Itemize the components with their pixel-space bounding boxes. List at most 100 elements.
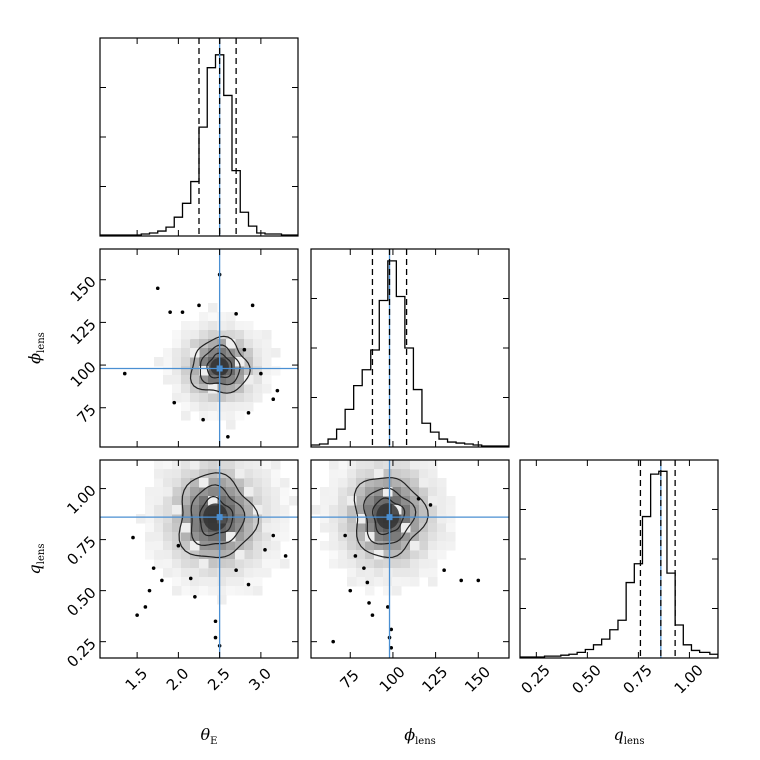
- joint-phi_lens-q_lens: 75 100 125 150: [310, 459, 510, 696]
- density-cell: [226, 568, 236, 578]
- density-cell: [181, 496, 191, 506]
- density-cell: [199, 577, 209, 587]
- density-cell: [338, 505, 348, 515]
- density-cell: [365, 505, 375, 515]
- density-cell: [253, 357, 263, 367]
- density-cell: [217, 559, 227, 569]
- density-cell: [226, 460, 236, 470]
- outlier-point: [442, 568, 446, 573]
- density-cell: [262, 339, 272, 349]
- density-cell-faint: [190, 541, 200, 551]
- density-cell: [365, 550, 375, 560]
- density-cell: [262, 469, 272, 479]
- density-cell: [374, 532, 384, 542]
- density-cell: [190, 496, 200, 506]
- density-cell: [172, 568, 182, 578]
- density-cell: [374, 523, 384, 533]
- y-tick-label-phi_lens: 125: [67, 315, 100, 348]
- density-cell: [280, 514, 290, 524]
- density-cell: [356, 523, 366, 533]
- density-cell: [428, 460, 438, 470]
- density-cell: [172, 330, 182, 340]
- density-cell: [244, 366, 254, 376]
- density-cell-faint: [199, 366, 209, 376]
- density-cell-faint: [181, 330, 191, 340]
- density-cell: [172, 384, 182, 394]
- density-cell: [172, 478, 182, 488]
- density-cell: [226, 384, 236, 394]
- density-cell: [190, 384, 200, 394]
- density-cell: [226, 469, 236, 479]
- outlier-point: [234, 312, 238, 316]
- density-cell: [199, 496, 209, 506]
- density-cell: [199, 586, 209, 596]
- density-cell-faint: [226, 420, 236, 430]
- outlier-point: [428, 503, 433, 507]
- outlier-point: [263, 548, 267, 552]
- density-cell: [235, 568, 245, 578]
- density-cell: [347, 460, 357, 470]
- density-cell: [428, 487, 438, 497]
- density-cell: [190, 487, 200, 497]
- density-cell: [347, 568, 357, 578]
- x-axis-label-theta_E: θE: [201, 725, 218, 747]
- density-cell: [262, 568, 272, 578]
- density-cell: [235, 532, 245, 542]
- density-cell: [271, 514, 281, 524]
- density-cell: [208, 568, 218, 578]
- density-cell: [217, 586, 227, 596]
- histogram-theta_E: [99, 37, 299, 237]
- density-cell: [401, 514, 411, 524]
- joint-theta_E-phi_lens: 75 100 125 150: [67, 248, 299, 448]
- outlier-point: [343, 533, 347, 538]
- density-cell: [199, 339, 209, 349]
- density-cell: [190, 357, 200, 367]
- density-cell: [235, 402, 245, 412]
- density-cell: [253, 496, 263, 506]
- density-cell: [392, 478, 402, 488]
- density-cell: [199, 393, 209, 403]
- density-cell: [392, 577, 402, 587]
- density-cell-faint: [329, 541, 339, 551]
- density-cell-faint: [253, 586, 263, 596]
- density-cell: [190, 469, 200, 479]
- density-cell: [199, 312, 209, 322]
- density-cell: [374, 559, 384, 569]
- density-cell: [244, 460, 254, 470]
- density-cell: [365, 469, 375, 479]
- density-cell: [217, 312, 227, 322]
- density-cell: [190, 366, 200, 376]
- density-cell: [217, 330, 227, 340]
- density-cell: [428, 514, 438, 524]
- density-cell: [235, 505, 245, 515]
- outlier-point: [416, 496, 421, 501]
- density-cell: [437, 541, 447, 551]
- density-cell: [271, 523, 281, 533]
- density-cell-faint: [446, 532, 456, 542]
- outlier-point: [362, 566, 366, 570]
- density-cell-faint: [419, 559, 429, 569]
- density-cell-faint: [419, 478, 429, 488]
- density-cell: [235, 375, 245, 385]
- y-tick-label-phi_lens: 75: [73, 401, 99, 427]
- density-cell: [244, 393, 254, 403]
- density-cell: [172, 496, 182, 506]
- density-cell: [347, 559, 357, 569]
- density-cell: [181, 375, 191, 385]
- density-cell: [235, 384, 245, 394]
- density-cell: [235, 559, 245, 569]
- density-cell: [163, 357, 173, 367]
- density-cell: [374, 541, 384, 551]
- density-cell-faint: [217, 595, 227, 605]
- density-cell: [338, 532, 348, 542]
- density-cell: [253, 375, 263, 385]
- density-cell-faint: [428, 577, 438, 587]
- density-cell: [446, 541, 456, 551]
- density-cell: [401, 469, 411, 479]
- density-cell: [181, 550, 191, 560]
- density-cell: [235, 411, 245, 421]
- histogram-step-phi_lens: [311, 260, 509, 447]
- density-cell: [154, 532, 164, 542]
- density-cell: [271, 366, 281, 376]
